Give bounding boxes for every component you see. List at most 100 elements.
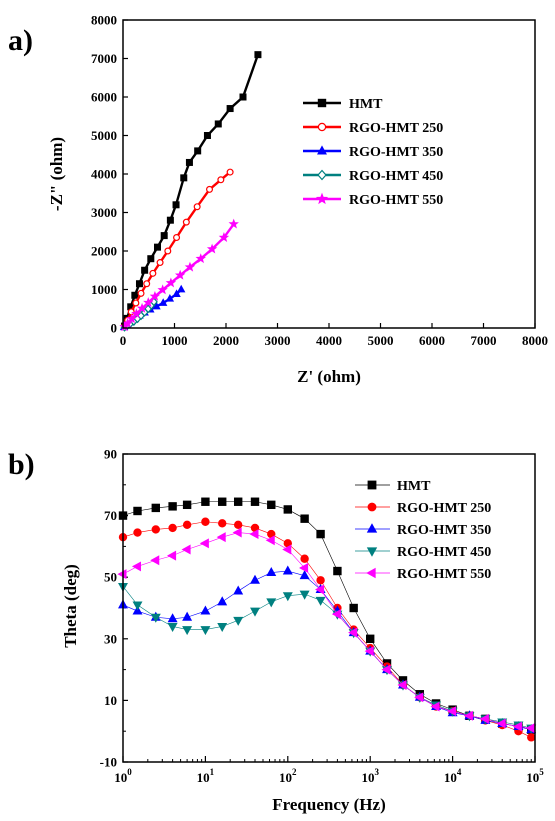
chart-b-data-point xyxy=(131,561,141,572)
chart-b-data-point xyxy=(233,616,244,626)
chart-b-data-point xyxy=(282,565,293,575)
chart-a-data-point xyxy=(131,291,139,299)
chart-b-data-point xyxy=(216,532,226,543)
chart-b-data-point xyxy=(200,605,211,615)
chart-b-data-point xyxy=(381,664,391,675)
chart-a-x-tick-label: 7000 xyxy=(471,333,497,348)
chart-a-data-point xyxy=(226,105,234,113)
chart-b-y-tick-label: 50 xyxy=(104,570,117,585)
chart-a-data-point xyxy=(157,284,168,295)
chart-b-x-tick-label: 100 xyxy=(114,767,132,785)
chart-b-legend-marker xyxy=(367,480,377,490)
panel-b-label: b) xyxy=(8,448,35,481)
chart-b-data-point xyxy=(182,500,192,510)
chart-b-data-point xyxy=(265,535,275,546)
chart-a-data-point xyxy=(184,261,196,272)
chart-b-data-point xyxy=(299,570,310,580)
chart-b-data-point xyxy=(133,506,142,516)
chart-b-data-point xyxy=(168,523,177,533)
chart-b-legend-label: RGO-HMT 350 xyxy=(397,523,491,538)
impedance-nyquist-chart: a) 0 1000 2000 3000 4000 5000 6000 7000 8000 0 100… xyxy=(8,13,548,387)
chart-a-plot-frame xyxy=(122,19,536,329)
chart-a-data-point xyxy=(132,299,140,307)
chart-b-data-point xyxy=(282,592,293,602)
chart-b-data-point xyxy=(512,721,522,732)
chart-b-legend-item: RGO-HMT 450 xyxy=(355,545,491,560)
chart-a-y-tick-label: 4000 xyxy=(91,167,117,182)
chart-b-legend-label: RGO-HMT 450 xyxy=(397,545,491,560)
chart-b-legend-label: RGO-HMT 250 xyxy=(397,501,491,516)
chart-b-data-point xyxy=(218,519,227,528)
chart-b-series xyxy=(117,497,537,742)
chart-b-data-point xyxy=(331,609,341,620)
chart-b-data-point xyxy=(366,634,375,644)
chart-b-legend: HMT RGO-HMT 250 RGO-HMT 350 RGO-HMT 450 RGO-… xyxy=(355,479,491,582)
chart-b-data-point xyxy=(182,626,193,636)
chart-a-series xyxy=(119,51,262,332)
chart-b-y-tick-label: 70 xyxy=(104,508,117,523)
chart-a-data-point xyxy=(135,280,143,288)
chart-b-data-point xyxy=(233,520,243,530)
chart-a-data-point xyxy=(156,259,164,267)
chart-b-data-point xyxy=(168,502,177,511)
chart-a-data-point xyxy=(180,174,188,182)
chart-a-x-tick-label: 6000 xyxy=(419,333,445,348)
chart-a-legend-item: RGO-HMT 250 xyxy=(303,121,443,136)
chart-a-data-point xyxy=(214,120,222,128)
chart-b-data-point xyxy=(250,574,260,584)
chart-a-ticks: 0 1000 2000 3000 4000 5000 6000 7000 8000 0 1000 20… xyxy=(91,13,548,349)
chart-a-x-tick-label: 8000 xyxy=(522,333,548,348)
chart-b-series-rgo-hmt-550 xyxy=(117,527,535,734)
chart-a-x-tick-label: 4000 xyxy=(316,333,342,348)
chart-a-data-point xyxy=(126,313,137,324)
chart-b-y-axis-title: Theta (deg) xyxy=(61,564,80,648)
chart-b-x-tick-label: 105 xyxy=(526,767,544,785)
chart-b-data-point xyxy=(233,585,244,595)
chart-a-data-point xyxy=(143,280,151,288)
chart-a-data-point xyxy=(193,203,201,211)
chart-a-legend-label: RGO-HMT 550 xyxy=(349,193,443,208)
chart-b-data-point xyxy=(333,566,342,576)
chart-b-data-point xyxy=(233,497,243,506)
chart-b-data-point xyxy=(151,525,160,534)
chart-b-legend-label: RGO-HMT 550 xyxy=(397,567,491,582)
chart-a-y-tick-label: 6000 xyxy=(91,90,117,105)
chart-a-legend-marker xyxy=(317,122,327,132)
chart-a-y-axis-title: -Z" (ohm) xyxy=(47,137,66,211)
chart-b-data-point xyxy=(282,544,292,555)
chart-a-data-point xyxy=(122,317,133,328)
chart-a-data-point xyxy=(141,266,149,274)
chart-b-data-point xyxy=(232,527,242,538)
chart-a-legend-item: RGO-HMT 350 xyxy=(303,145,443,160)
chart-b-data-point xyxy=(167,622,178,633)
chart-b-y-tick-label: 10 xyxy=(104,693,117,708)
chart-a-data-point xyxy=(160,232,168,240)
chart-b-data-point xyxy=(217,622,228,633)
chart-a-data-point xyxy=(217,176,225,184)
chart-a-legend-item: RGO-HMT 550 xyxy=(303,192,443,208)
chart-b-plot-frame xyxy=(122,453,536,763)
chart-b-data-point xyxy=(167,613,178,623)
chart-b-data-point xyxy=(201,517,210,526)
chart-a-legend: HMT RGO-HMT 250 RGO-HMT 350 RGO-HMT 450 RGO-… xyxy=(303,97,443,208)
chart-b-data-point xyxy=(132,601,143,611)
chart-a-data-point xyxy=(194,147,202,155)
bode-phase-chart: b) 100 101 102 103 104 105 -10 10 30 50 70 90 HMT RG… xyxy=(8,447,544,815)
chart-b-data-point xyxy=(218,497,227,506)
chart-b-data-point xyxy=(349,603,358,613)
chart-a-legend-label: RGO-HMT 350 xyxy=(349,145,443,160)
chart-a-legend-label: RGO-HMT 250 xyxy=(349,121,443,136)
chart-a-x-tick-label: 3000 xyxy=(265,333,291,348)
chart-b-data-point xyxy=(316,576,325,585)
chart-b-data-point xyxy=(151,503,160,513)
chart-b-data-point xyxy=(299,590,310,600)
chart-a-data-point xyxy=(218,232,230,242)
chart-b-data-point xyxy=(201,497,210,506)
chart-b-data-point xyxy=(150,613,161,623)
chart-b-data-point xyxy=(266,598,277,608)
chart-b-data-point xyxy=(267,500,276,510)
chart-b-data-point xyxy=(463,710,473,721)
chart-a-y-tick-label: 5000 xyxy=(91,128,117,143)
